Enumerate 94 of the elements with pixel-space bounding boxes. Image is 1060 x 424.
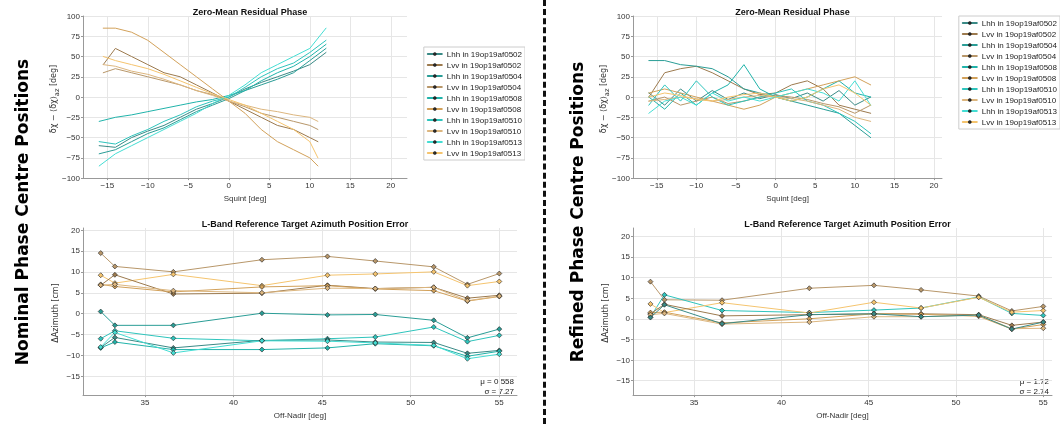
- x-axis-title: Off-Nadir [deg]: [816, 410, 869, 420]
- y-tick-label: −5: [70, 330, 81, 340]
- legend-label: Lvv in 19op19af0502: [981, 29, 1057, 39]
- y-tick-label: 10: [621, 273, 631, 283]
- legend-label: Lvv in 19op19af0508: [446, 104, 522, 114]
- chart-title: L-Band Reference Target Azimuth Position Error: [744, 218, 952, 229]
- x-axis-title: Squint [deg]: [766, 193, 809, 203]
- x-tick-label: −15: [649, 180, 665, 190]
- y-axis-title: ΔAzimuth [cm]: [600, 283, 610, 343]
- x-tick-label: 15: [345, 180, 356, 190]
- y-tick-label: 20: [621, 231, 631, 241]
- y-tick-label: −50: [66, 133, 81, 143]
- x-tick-label: 45: [317, 397, 328, 407]
- x-tick-label: 40: [229, 397, 239, 407]
- x-tick-label: 0: [773, 180, 779, 190]
- legend-label: Lhh in 19op19af0513: [981, 106, 1058, 116]
- x-tick-label: 10: [850, 180, 860, 190]
- y-tick-label: 15: [71, 246, 81, 256]
- legend-label: Lvv in 19op19af0513: [981, 117, 1057, 127]
- y-tick-label: 25: [621, 72, 631, 82]
- y-tick-label: 75: [71, 31, 81, 41]
- y-tick-label: 0: [625, 92, 631, 102]
- x-tick-label: 0: [226, 180, 232, 190]
- x-tick-label: 5: [267, 180, 273, 190]
- y-tick-label: −15: [66, 371, 81, 381]
- chart-title: Zero-Mean Residual Phase: [192, 6, 308, 17]
- y-tick-label: −10: [66, 350, 81, 360]
- y-tick-label: 5: [75, 288, 81, 298]
- x-tick-label: −5: [183, 180, 194, 190]
- x-tick-label: 15: [890, 180, 900, 190]
- y-tick-label: −5: [620, 334, 631, 344]
- y-tick-label: 50: [621, 52, 631, 62]
- legend-label: Lhh in 19op19af0504: [981, 40, 1058, 50]
- y-tick-label: 0: [75, 92, 81, 102]
- legend-label: Lvv in 19op19af0504: [446, 82, 522, 92]
- legend-label: Lhh in 19op19af0508: [446, 93, 523, 103]
- y-tick-label: 100: [66, 11, 81, 21]
- y-tick-label: 50: [71, 52, 81, 62]
- y-tick-label: 0: [625, 314, 631, 324]
- y-tick-label: 100: [616, 11, 631, 21]
- legend-label: Lhh in 19op19af0502: [446, 49, 523, 59]
- legend-label: Lvv in 19op19af0508: [981, 73, 1057, 83]
- y-tick-label: −25: [66, 112, 81, 122]
- x-tick-label: −10: [141, 180, 156, 190]
- x-tick-label: 45: [864, 397, 874, 407]
- x-tick-label: 20: [386, 180, 396, 190]
- chart-title: L-Band Reference Target Azimuth Position Error: [201, 218, 409, 229]
- text: Nominal Phase Centre Positions: [12, 58, 32, 366]
- legend-label: Lvv in 19op19af0510: [446, 126, 522, 136]
- x-tick-label: 55: [494, 397, 505, 407]
- y-tick-label: −75: [66, 153, 81, 163]
- x-tick-label: 50: [406, 397, 416, 407]
- annotation: μ = 0.558: [480, 376, 515, 386]
- y-tick-label: 20: [71, 225, 81, 235]
- legend-label: Lvv in 19op19af0502: [446, 60, 522, 70]
- x-tick-label: 20: [929, 180, 940, 190]
- x-axis-title: Squint [deg]: [223, 193, 267, 203]
- chart-title: Zero-Mean Residual Phase: [735, 6, 850, 17]
- y-tick-label: 10: [71, 267, 81, 277]
- x-tick-label: 35: [689, 397, 700, 407]
- legend-label: Lhh in 19op19af0508: [981, 62, 1058, 72]
- x-tick-label: −10: [689, 180, 704, 190]
- x-tick-label: 10: [305, 180, 315, 190]
- y-axis-title: ΔAzimuth [cm]: [50, 283, 60, 343]
- y-tick-label: 25: [71, 72, 81, 82]
- y-tick-label: −25: [616, 112, 631, 122]
- x-tick-label: 55: [1038, 397, 1049, 407]
- y-tick-label: −75: [616, 153, 631, 163]
- legend-label: Lhh in 19op19af0502: [981, 18, 1058, 28]
- legend-label: Lvv in 19op19af0504: [981, 51, 1057, 61]
- x-tick-label: −5: [731, 180, 742, 190]
- annotation: σ = 7.27: [484, 386, 515, 396]
- y-tick-label: 75: [621, 31, 631, 41]
- y-tick-label: −100: [61, 173, 81, 183]
- y-tick-label: −10: [616, 355, 631, 365]
- legend-label: Lhh in 19op19af0510: [446, 115, 523, 125]
- legend-label: Lhh in 19op19af0513: [446, 137, 523, 147]
- y-tick-label: 15: [621, 252, 631, 262]
- legend-label: Lvv in 19op19af0510: [981, 95, 1057, 105]
- x-axis-title: Off-Nadir [deg]: [273, 410, 327, 420]
- legend-label: Lhh in 19op19af0504: [446, 71, 523, 81]
- legend-label: Lhh in 19op19af0510: [981, 84, 1058, 94]
- y-tick-label: 0: [75, 309, 81, 319]
- x-tick-label: 40: [776, 397, 787, 407]
- x-tick-label: 35: [140, 397, 150, 407]
- x-tick-label: −15: [100, 180, 115, 190]
- x-tick-label: 50: [951, 397, 961, 407]
- y-tick-label: −50: [616, 133, 631, 143]
- y-tick-label: −15: [616, 376, 631, 386]
- legend-label: Lvv in 19op19af0513: [446, 148, 522, 158]
- x-tick-label: 5: [813, 180, 818, 190]
- y-tick-label: −100: [611, 173, 631, 183]
- y-tick-label: 5: [625, 293, 631, 303]
- text: Refined Phase Centre Positions: [567, 61, 587, 363]
